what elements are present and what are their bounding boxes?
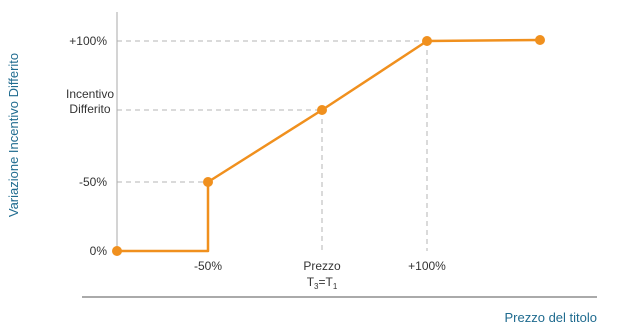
y-tick-label: 0% xyxy=(90,244,108,258)
y-axis-label: Variazione Incentivo Differito xyxy=(6,53,21,217)
series-polyline xyxy=(117,38,541,253)
data-point xyxy=(317,105,327,115)
y-tick-label: +100% xyxy=(69,34,107,48)
x-tick-label-line2: T3=T1 xyxy=(307,275,338,291)
x-tick-label: +100% xyxy=(408,259,446,273)
y-tick-label: -50% xyxy=(79,175,107,189)
data-point xyxy=(535,35,545,45)
y-tick-label-line2: Differito xyxy=(69,102,110,116)
data-point xyxy=(203,177,213,187)
markers xyxy=(112,35,545,256)
data-point xyxy=(422,36,432,46)
x-tick-label: Prezzo xyxy=(303,259,341,273)
x-tick-label: -50% xyxy=(194,259,222,273)
y-tick-label: Incentivo xyxy=(66,87,114,101)
x-axis-label: Prezzo del titolo xyxy=(505,310,598,325)
data-point xyxy=(112,246,122,256)
series-line xyxy=(117,38,541,253)
x-tick-labels: -50% Prezzo T3=T1 +100% xyxy=(194,259,446,291)
